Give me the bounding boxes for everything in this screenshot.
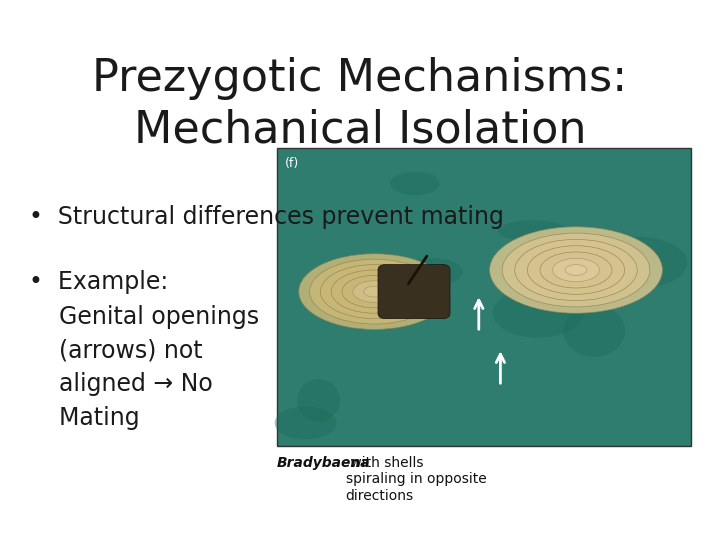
Ellipse shape [354, 296, 436, 314]
Ellipse shape [503, 233, 649, 307]
Text: Prezygotic Mechanisms:
Mechanical Isolation: Prezygotic Mechanisms: Mechanical Isolat… [92, 57, 628, 151]
Ellipse shape [419, 204, 496, 240]
Text: Genital openings
    (arrows) not
    aligned → No
    Mating: Genital openings (arrows) not aligned → … [29, 305, 259, 430]
Ellipse shape [603, 293, 660, 318]
Text: •  Structural differences prevent mating: • Structural differences prevent mating [29, 205, 504, 229]
Ellipse shape [250, 166, 338, 202]
Ellipse shape [275, 342, 381, 372]
Text: with shells
spiraling in opposite
directions: with shells spiraling in opposite direct… [346, 456, 486, 503]
FancyBboxPatch shape [277, 148, 691, 445]
Ellipse shape [353, 281, 396, 302]
Ellipse shape [553, 258, 600, 282]
Ellipse shape [496, 387, 558, 426]
Ellipse shape [565, 265, 587, 275]
Ellipse shape [310, 259, 439, 324]
Ellipse shape [331, 270, 418, 313]
Ellipse shape [342, 275, 407, 308]
Ellipse shape [549, 245, 580, 298]
Ellipse shape [490, 227, 662, 313]
Ellipse shape [527, 246, 625, 294]
Ellipse shape [515, 239, 637, 301]
Ellipse shape [320, 265, 428, 319]
Ellipse shape [299, 254, 450, 329]
Text: Bradybaena: Bradybaena [277, 456, 371, 470]
Text: (f): (f) [284, 157, 299, 170]
Text: •  Example:: • Example: [29, 270, 168, 294]
Ellipse shape [540, 252, 612, 288]
Ellipse shape [364, 286, 385, 297]
FancyBboxPatch shape [378, 265, 450, 319]
Ellipse shape [330, 376, 428, 402]
